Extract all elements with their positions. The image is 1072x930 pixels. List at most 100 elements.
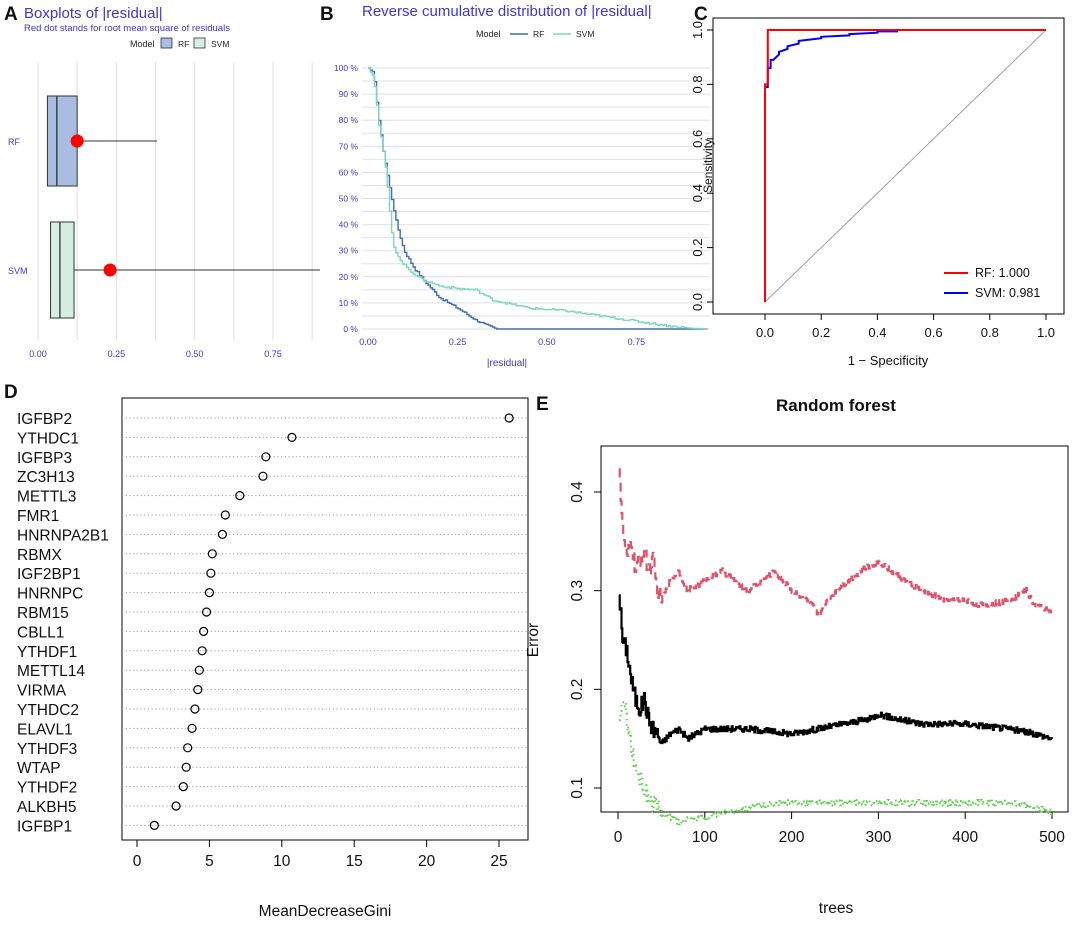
variable-label: VIRMA <box>17 683 67 700</box>
x-tick-label: 0.4 <box>868 325 886 340</box>
importance-point <box>201 607 212 617</box>
x-axis-label: |residual| <box>487 358 527 369</box>
x-tick-label: 0.75 <box>264 349 282 359</box>
importance-point <box>183 743 193 753</box>
variable-label: ALKBH5 <box>17 799 76 816</box>
legend-rf-label: RF <box>533 29 544 39</box>
plot-frame <box>600 445 1069 813</box>
y-tick-label: 0.0 <box>690 293 705 311</box>
legend-svm-label: SVM <box>211 39 229 49</box>
variable-label: RBM15 <box>17 605 69 622</box>
x-tick-label: 500 <box>1039 829 1065 846</box>
panel-label-d: D <box>4 382 18 403</box>
importance-point <box>171 801 181 811</box>
boxplot-title: Boxplots of |residual| <box>24 5 163 22</box>
y-tick-label: 70 % <box>339 141 359 151</box>
y-tick-label: 60 % <box>339 167 359 177</box>
y-tick-label: 30 % <box>339 246 359 256</box>
importance-point <box>261 452 271 462</box>
x-tick-label: 5 <box>205 853 214 870</box>
diagonal-reference-line <box>764 29 1047 303</box>
importance-point <box>504 413 514 423</box>
y-tick-label: 0.2 <box>690 239 705 257</box>
legend-box <box>938 262 1060 306</box>
roc-curve-svm <box>764 29 1046 302</box>
cdf-title: Reverse cumulative distribution of |resi… <box>362 3 652 20</box>
y-tick-label: 0.1 <box>569 777 586 799</box>
plot-frame <box>121 397 529 841</box>
panel-label-a: A <box>4 4 18 25</box>
x-tick-label: 0.0 <box>756 325 774 340</box>
panel-b-reverse-cdf: Reverse cumulative distribution of |resi… <box>334 3 710 369</box>
variable-label: RBMX <box>17 547 62 564</box>
x-tick-label: 0.50 <box>538 337 556 347</box>
panel-e-random-forest: Random forest 0 100 200 300 400 500 0.1 0.2 0.3 0.… <box>525 396 1069 917</box>
variable-label: METTL14 <box>17 663 85 680</box>
y-axis-label: Sensitivity <box>701 139 715 193</box>
cdf-legend-title: Model <box>476 29 501 39</box>
importance-point <box>149 820 159 831</box>
category-label-rf: RF <box>8 137 20 147</box>
box-svm <box>50 221 75 319</box>
rmse-dot-rf <box>70 134 84 148</box>
y-tick-label: 0.3 <box>569 580 586 602</box>
panel-d-gini-dotchart: IGFBP2 YTHDC1 IGFBP3 ZC3H13 METTL3 FMR1 HNRNPA… <box>17 397 529 920</box>
variable-label: HNRNPA2B1 <box>17 527 109 544</box>
category-label-svm: SVM <box>8 266 28 276</box>
y-tick-label: 50 % <box>339 194 359 204</box>
variable-label: ZC3H13 <box>17 469 75 486</box>
legend-rf-swatch <box>160 37 173 49</box>
importance-point <box>190 704 200 714</box>
x-tick-label: 25 <box>490 853 507 870</box>
x-tick-label: 1.0 <box>1037 325 1055 340</box>
series-line-rf <box>368 67 708 330</box>
x-tick-label: 0.00 <box>359 337 377 347</box>
legend-svm-swatch <box>193 37 206 49</box>
y-tick-label: 1.0 <box>690 21 705 39</box>
importance-point <box>178 781 188 792</box>
y-tick-label: 0.2 <box>569 679 586 701</box>
y-tick-label: 20 % <box>339 272 359 282</box>
variable-label: METTL3 <box>17 489 76 506</box>
y-tick-label: 0 % <box>343 324 358 334</box>
y-tick-label: 0.4 <box>569 481 586 503</box>
x-tick-label: 20 <box>418 853 436 870</box>
variable-label: YTHDC2 <box>17 702 79 719</box>
importance-point <box>220 510 230 520</box>
x-tick-label: 0.75 <box>628 337 646 347</box>
y-tick-label: 0.8 <box>690 75 705 93</box>
variable-label: IGF2BP1 <box>17 566 81 583</box>
boxplot-subtitle: Red dot stands for root mean square of r… <box>24 23 230 34</box>
boxplot-legend-title: Model <box>130 39 155 49</box>
panel-label-c: C <box>694 4 708 25</box>
importance-point <box>181 762 191 772</box>
legend-rf-label: RF <box>178 39 189 49</box>
x-tick-label: 100 <box>692 829 718 846</box>
variable-label: YTHDF2 <box>17 780 77 797</box>
variable-label: YTHDC1 <box>17 430 79 447</box>
x-tick-label: 300 <box>865 829 891 846</box>
roc-curve-rf <box>764 29 1046 302</box>
y-tick-label: 40 % <box>339 220 359 230</box>
rmse-dot-svm <box>103 263 117 277</box>
plot-frame <box>712 17 1065 315</box>
y-tick-label: 10 % <box>339 298 359 308</box>
legend-label-svm: SVM: 0.981 <box>975 286 1040 300</box>
importance-point <box>193 684 203 695</box>
variable-label: HNRNPC <box>17 586 83 603</box>
x-tick-label: 0.25 <box>108 349 126 359</box>
y-axis-label: Error <box>525 623 542 657</box>
x-tick-label: 0 <box>133 853 142 870</box>
error-curve-oob <box>618 594 1054 745</box>
error-curve-class-1 <box>618 468 1054 616</box>
importance-point <box>258 471 268 481</box>
variable-label: CBLL1 <box>17 624 64 641</box>
importance-point <box>287 432 297 442</box>
y-tick-label: 100 % <box>334 63 359 73</box>
rf-title: Random forest <box>776 396 896 415</box>
y-tick-label: 80 % <box>339 115 359 125</box>
variable-label: IGFBP3 <box>17 450 72 467</box>
x-tick-label: 0.6 <box>925 325 943 340</box>
y-tick-label: 0.6 <box>690 130 705 148</box>
